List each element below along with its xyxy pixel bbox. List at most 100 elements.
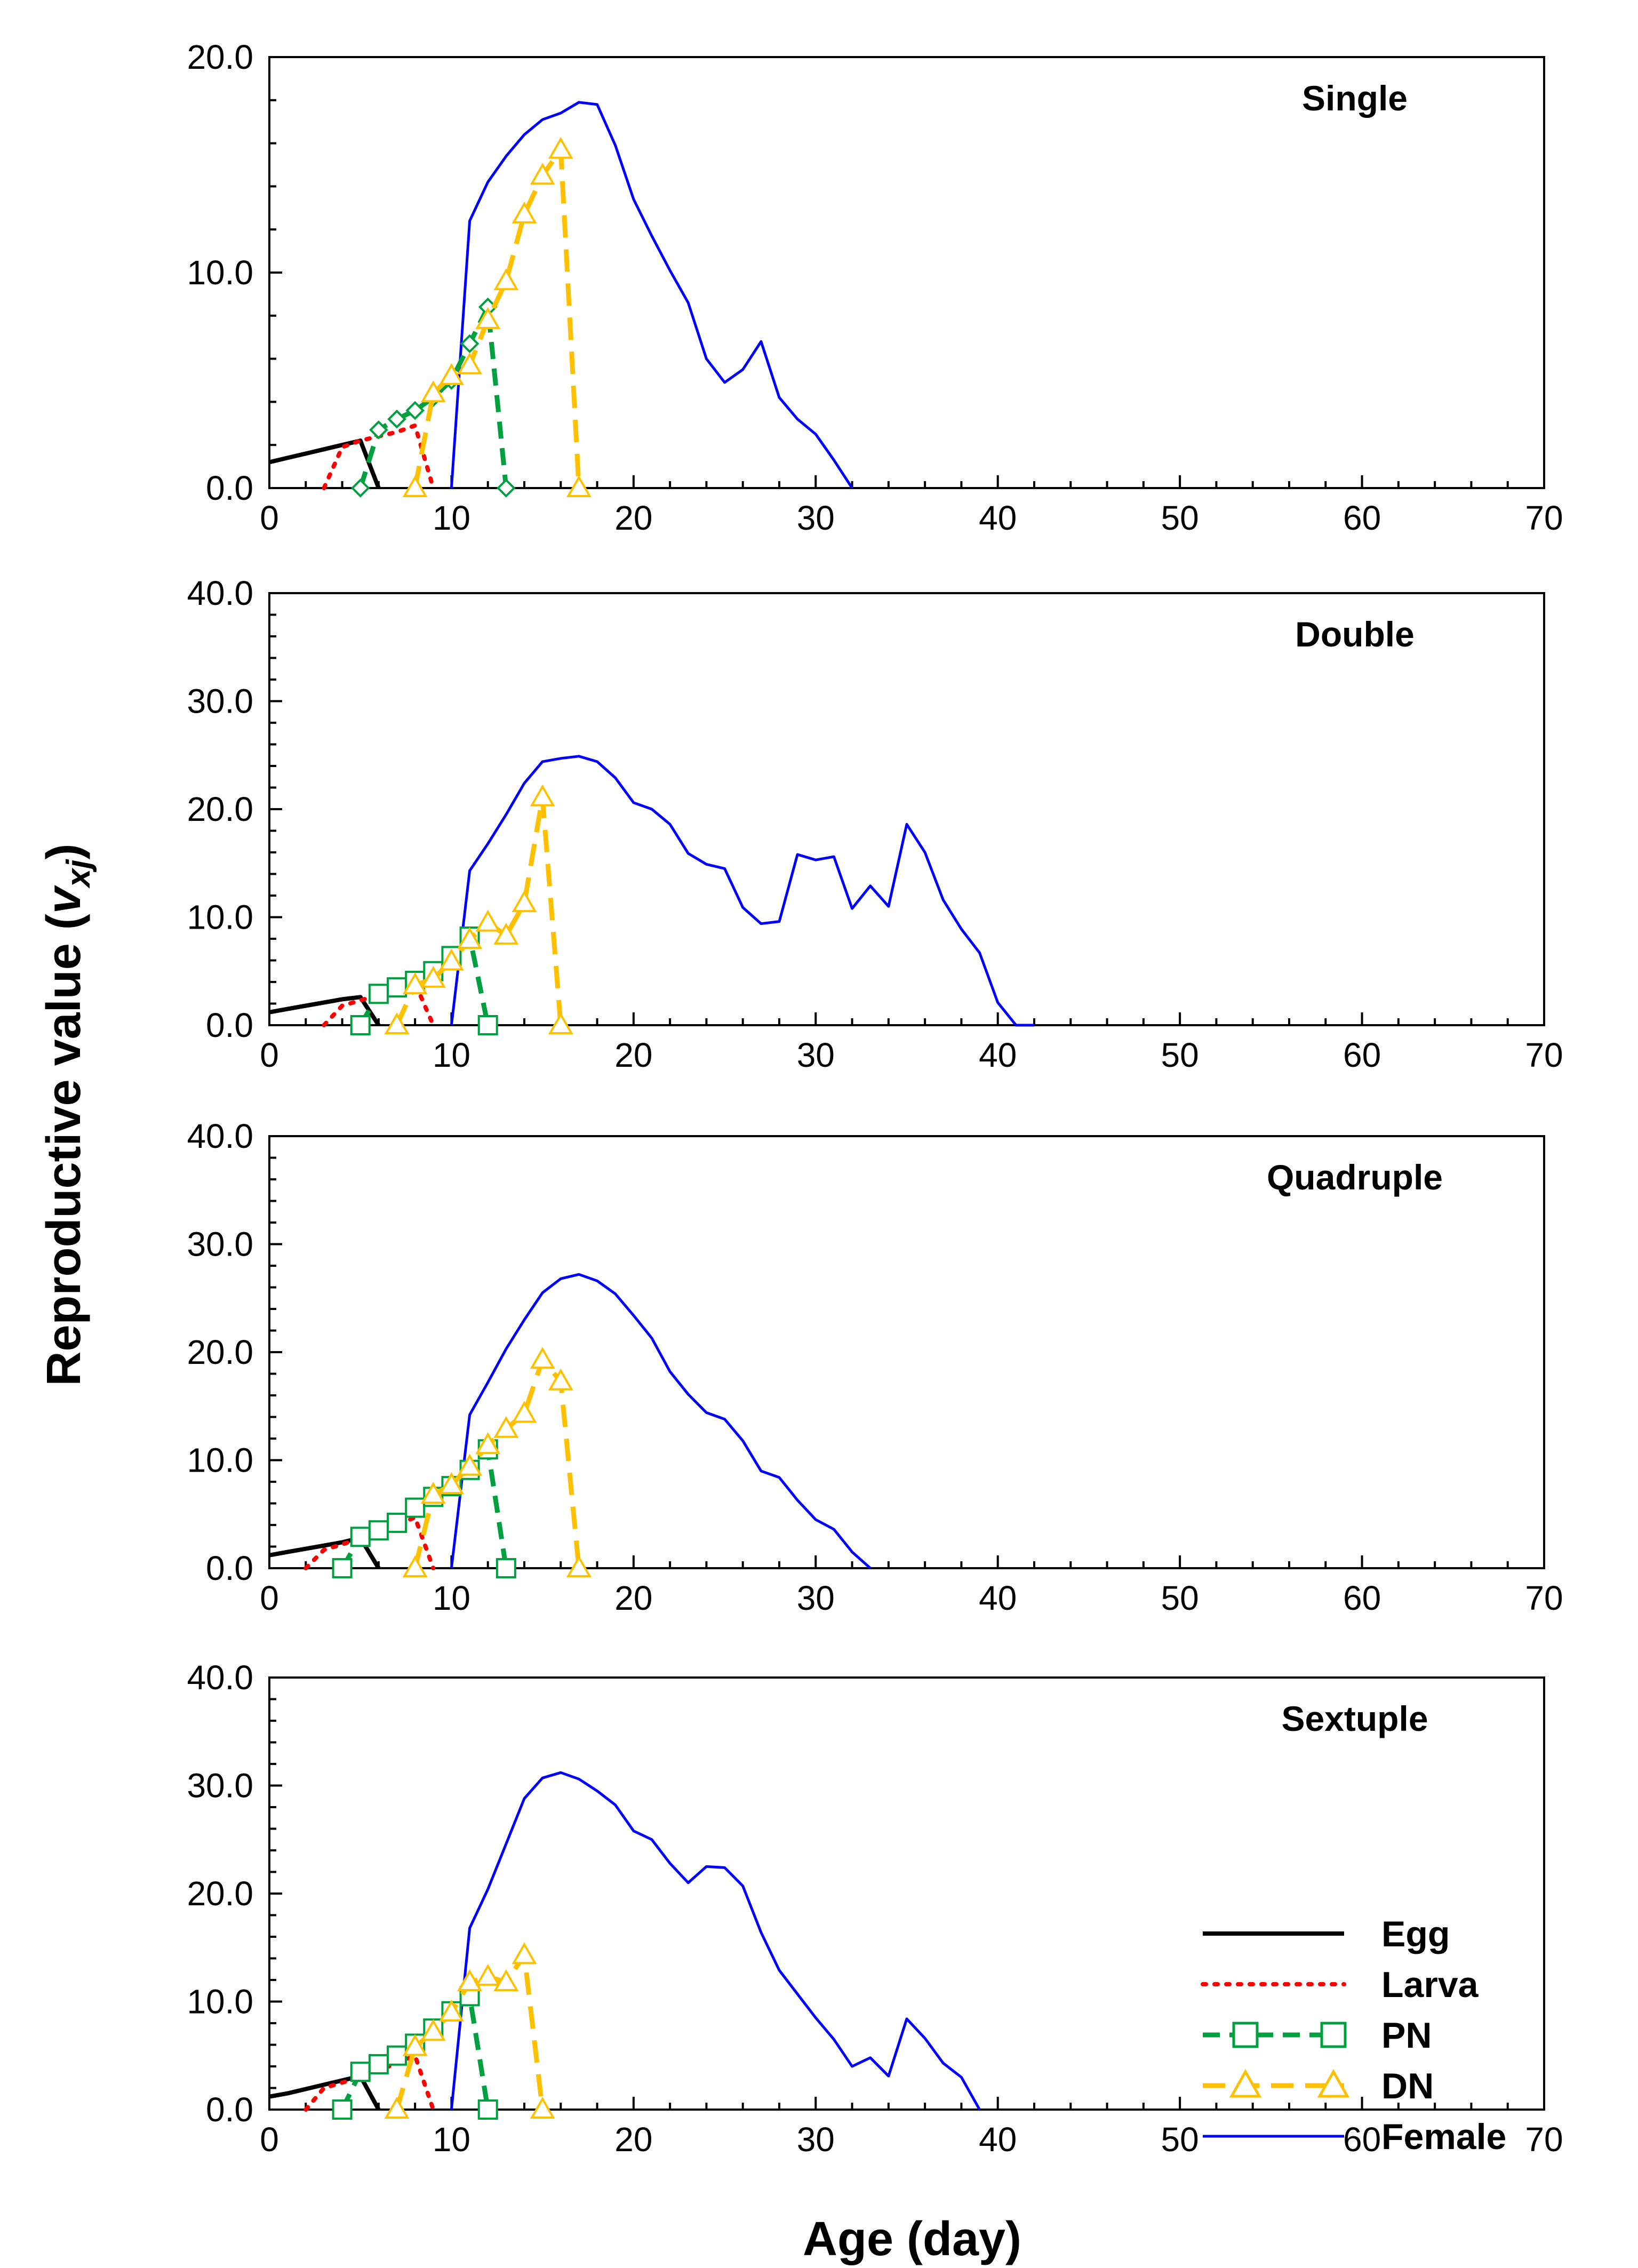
y-tick-label: 40.0 (187, 1117, 253, 1155)
panel-title: Sextuple (1281, 1699, 1428, 1738)
data-point-dn (566, 475, 592, 497)
y-tick-label: 20.0 (187, 38, 253, 76)
chart-panel-sextuple: 0 10 20 30 40 50 60 70 0.0 10.0 20.0 30.0 40.0 Sextup… (187, 1658, 1563, 2159)
x-tick-label: 30 (797, 1036, 835, 1074)
series-line-female (450, 1273, 872, 1569)
chart-panel-double: 0 10 20 30 40 50 60 70 0.0 10.0 20.0 30.0 40.0 Double (187, 574, 1563, 1074)
x-tick-label: 0 (260, 499, 279, 537)
legend-label: DN (1381, 2066, 1434, 2106)
data-point-pn (405, 1497, 426, 1518)
y-tick-label: 20.0 (187, 790, 253, 828)
y-tick-label: 40.0 (187, 1658, 253, 1697)
data-point-dn (548, 137, 573, 159)
x-tick-label: 40 (979, 2120, 1017, 2159)
y-tick-label: 40.0 (187, 574, 253, 612)
x-tick-label: 10 (433, 499, 470, 537)
data-point-dn (512, 201, 537, 223)
data-point-pn (350, 1015, 371, 1035)
legend-label: Larva (1381, 1964, 1479, 2005)
data-point-pn (477, 2099, 498, 2120)
x-tick-label: 10 (433, 2120, 470, 2159)
x-tick-label: 20 (614, 2120, 652, 2159)
x-tick-label: 0 (260, 1036, 279, 1074)
x-tick-label: 30 (797, 499, 835, 537)
data-point-dn (438, 1999, 464, 2022)
legend: Egg Larva PN DN Female (1201, 1914, 1506, 2157)
data-point-dn (493, 268, 519, 291)
data-point-pn (387, 977, 407, 998)
data-point-pn (332, 2099, 353, 2120)
data-point-dn (457, 1454, 483, 1476)
x-tick-label: 60 (1343, 1579, 1381, 1617)
data-point-dn (402, 475, 428, 497)
y-tick-label: 20.0 (187, 1874, 253, 1913)
data-point-dn (493, 1416, 519, 1438)
data-point-dn (493, 1969, 519, 1992)
data-point-pn (350, 1527, 371, 1547)
x-tick-label: 40 (979, 1036, 1017, 1074)
panel-title: Double (1295, 614, 1415, 654)
data-point-pn (368, 2054, 389, 2074)
data-point-dn (402, 972, 428, 995)
legend-item-egg: Egg (1203, 1914, 1450, 1954)
legend-marker-triangle (1317, 2069, 1350, 2098)
x-tick-label: 10 (433, 1036, 470, 1074)
data-point-dn (475, 307, 501, 329)
data-point-dn (530, 2096, 555, 2119)
chart-panel-single: 0 10 20 30 40 50 60 70 0.0 10.0 20.0 Single (187, 38, 1563, 537)
data-point-dn (438, 1472, 464, 1495)
data-point-dn (420, 2019, 446, 2041)
y-tick-label: 20.0 (187, 1333, 253, 1371)
x-tick-label: 30 (797, 2120, 835, 2159)
data-point-pn (369, 420, 388, 440)
x-tick-label: 50 (1161, 1579, 1199, 1617)
data-point-dn (420, 1482, 446, 1504)
x-tick-label: 50 (1161, 499, 1199, 537)
legend-item-pn: PN (1203, 2015, 1432, 2056)
y-tick-label: 30.0 (187, 1225, 253, 1264)
data-point-pn (332, 1558, 353, 1578)
x-axis-title: Age (day) (803, 2213, 1021, 2266)
data-point-pn (477, 1015, 498, 1035)
legend-marker-triangle (1229, 2069, 1262, 2098)
data-point-dn (402, 1555, 428, 1577)
y-tick-label: 10.0 (187, 253, 253, 292)
data-point-dn (457, 1969, 483, 1992)
chart-panels: 0 10 20 30 40 50 60 70 0.0 10.0 20.0 Single 0 10 20 30 4… (187, 38, 1563, 2159)
data-point-dn (512, 1401, 537, 1423)
data-point-pn (368, 984, 389, 1004)
data-point-dn (457, 352, 483, 374)
data-point-pn (496, 1558, 516, 1578)
x-tick-label: 70 (1525, 1579, 1563, 1617)
x-tick-label: 30 (797, 1579, 835, 1617)
series-line-dn (412, 1357, 581, 1569)
data-point-dn (530, 163, 555, 185)
data-point-pn (497, 478, 516, 498)
x-tick-label: 60 (1343, 2120, 1381, 2159)
data-point-dn (438, 948, 464, 971)
data-point-pn (350, 478, 370, 498)
plot-frame (268, 1135, 1545, 1569)
x-tick-label: 70 (1525, 2120, 1563, 2159)
data-point-dn (420, 965, 446, 988)
panel-title: Quadruple (1267, 1157, 1443, 1197)
y-tick-label: 0.0 (206, 2090, 253, 2129)
data-point-dn (548, 1368, 573, 1391)
x-tick-label: 60 (1343, 1036, 1381, 1074)
series-line-larva (322, 981, 436, 1027)
x-tick-label: 70 (1525, 499, 1563, 537)
plot-frame (268, 56, 1545, 489)
x-tick-label: 40 (979, 1579, 1017, 1617)
data-point-dn (438, 363, 464, 385)
legend-item-dn: DN (1203, 2066, 1434, 2106)
legend-item-female: Female (1203, 2117, 1506, 2157)
series-line-egg (269, 438, 381, 489)
y-tick-label: 0.0 (206, 469, 253, 507)
data-point-pn (368, 1520, 389, 1541)
x-tick-label: 20 (614, 1579, 652, 1617)
series-line-female (450, 101, 853, 489)
x-tick-label: 10 (433, 1579, 470, 1617)
y-tick-label: 10.0 (187, 898, 253, 937)
data-point-pn (387, 409, 406, 429)
x-tick-label: 40 (979, 499, 1017, 537)
